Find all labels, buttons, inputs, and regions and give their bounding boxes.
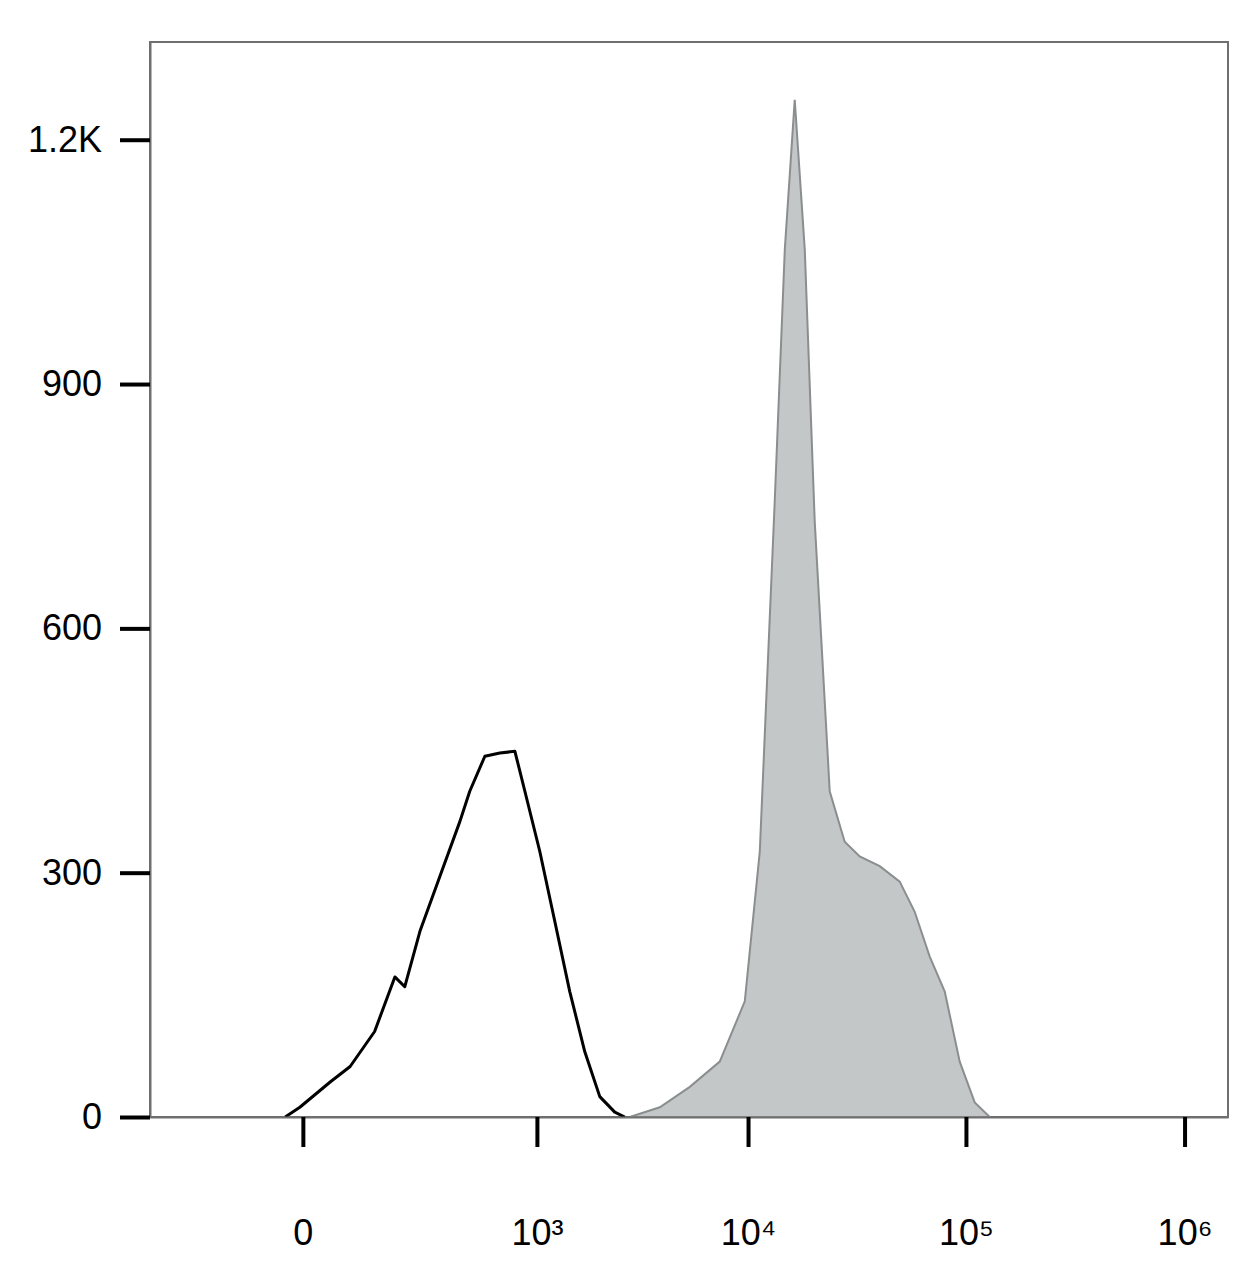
x-tick: 10⁴ (721, 1117, 777, 1253)
x-tick-mark (964, 1117, 968, 1147)
plot-area (285, 100, 990, 1117)
y-tick-label: 900 (42, 363, 102, 404)
x-tick-label: 0 (293, 1212, 313, 1253)
y-tick: 0 (82, 1096, 150, 1137)
x-tick-mark (747, 1117, 751, 1147)
x-tick-label: 10⁴ (721, 1212, 777, 1253)
y-tick-mark (120, 138, 150, 142)
x-tick-label: 10³ (511, 1212, 563, 1253)
y-axis: 0 300 600 900 1.2K (28, 43, 151, 1138)
x-tick: 10³ (511, 1117, 563, 1253)
histogram-area (630, 100, 990, 1117)
y-tick: 900 (42, 363, 150, 404)
y-axis-line (150, 43, 152, 1118)
chart: 0 10³ 10⁴ 10⁵ 10⁶ 0 300 600 900 1.2K (0, 0, 1257, 1280)
y-tick: 300 (42, 852, 150, 893)
y-tick-label: 0 (82, 1096, 102, 1137)
x-tick-mark (301, 1117, 305, 1147)
histogram-line (285, 751, 625, 1117)
x-axis: 0 10³ 10⁴ 10⁵ 10⁶ (151, 1117, 1229, 1253)
y-tick-label: 300 (42, 852, 102, 893)
x-tick: 10⁵ (939, 1117, 994, 1253)
x-tick: 10⁶ (1158, 1117, 1213, 1253)
y-tick: 600 (42, 607, 150, 648)
y-tick-label: 600 (42, 607, 102, 648)
plot-frame (150, 42, 1228, 1117)
y-tick: 1.2K (28, 119, 150, 160)
x-tick: 0 (293, 1117, 313, 1253)
x-tick-label: 10⁶ (1158, 1212, 1213, 1253)
y-tick-mark (120, 383, 150, 387)
y-tick-mark (120, 871, 150, 875)
x-tick-mark (535, 1117, 539, 1147)
x-axis-line (151, 1117, 1229, 1119)
x-tick-label: 10⁵ (939, 1212, 994, 1253)
y-tick-mark (120, 1116, 150, 1120)
y-tick-mark (120, 627, 150, 631)
y-tick-label: 1.2K (28, 119, 102, 160)
x-tick-mark (1183, 1117, 1187, 1147)
